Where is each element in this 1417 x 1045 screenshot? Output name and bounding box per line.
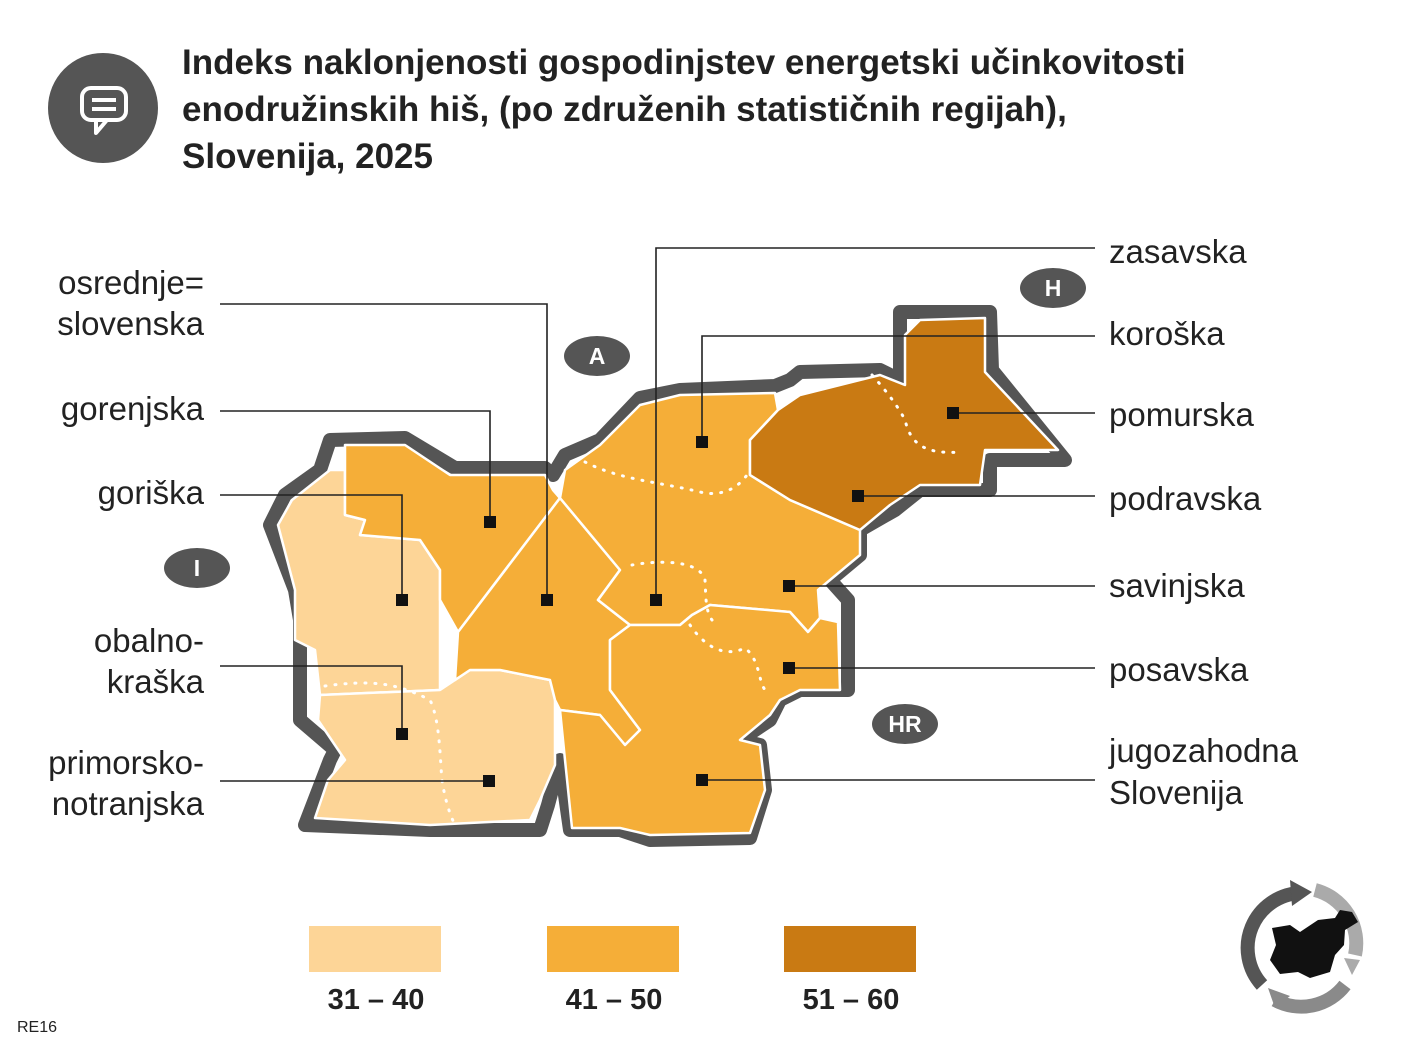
label-pomurska: pomurska — [1109, 396, 1255, 433]
recycle-slovenia-logo — [1240, 880, 1364, 1014]
title-line-3: Slovenija, 2025 — [182, 137, 433, 176]
label-obalnokraska-line2: kraška — [107, 663, 205, 700]
leader-osrednjeslovenska — [220, 303, 548, 600]
label-jugovzhodna-line1: jugozahodna — [1108, 732, 1299, 769]
leader-goriska — [220, 494, 403, 600]
legend-swatch-low — [309, 926, 441, 972]
label-jugovzhodna-line2: Slovenija — [1109, 774, 1244, 811]
label-osrednjeslovenska-line1: osrednje= — [58, 264, 204, 301]
region-koroska-savinjska-zasavska — [558, 391, 862, 634]
label-podravska: podravska — [1109, 480, 1262, 517]
marker-posavska — [783, 662, 795, 674]
marker-koroska — [696, 436, 708, 448]
marker-jugovzhodna — [696, 774, 708, 786]
label-posavska: posavska — [1109, 651, 1249, 688]
border-podravska-pomurska — [870, 373, 962, 454]
marker-pomurska — [947, 407, 959, 419]
label-gorenjska: gorenjska — [61, 390, 205, 427]
legend-swatch-mid — [547, 926, 679, 972]
label-koroska: koroška — [1109, 315, 1225, 352]
label-zasavska: zasavska — [1109, 233, 1247, 270]
country-label-hungary: H — [1045, 275, 1062, 301]
legend-label-low: 31 – 40 — [328, 984, 425, 1016]
country-label-italy: I — [194, 555, 200, 581]
country-label-croatia: HR — [888, 711, 922, 737]
legend-label-high: 51 – 60 — [803, 984, 900, 1016]
border-posavska-jugovzhodna — [688, 623, 767, 692]
marker-primorskonotranjska — [483, 775, 495, 787]
border-obalno-primorsko — [323, 681, 457, 827]
marker-savinjska — [783, 580, 795, 592]
leader-gorenjska — [220, 410, 491, 522]
country-badge-italy: I — [164, 548, 230, 588]
country-badge-hungary: H — [1020, 268, 1086, 308]
marker-zasavska — [650, 594, 662, 606]
title-line-1: Indeks naklonjenosti gospodinjstev energ… — [182, 43, 1186, 82]
region-obalno-primorsko — [313, 668, 557, 827]
country-badge-croatia: HR — [872, 704, 938, 744]
region-gorenjska — [343, 443, 562, 634]
leader-koroska — [701, 335, 1095, 441]
slovenia-outline — [263, 305, 1072, 847]
label-osrednjeslovenska-line2: slovenska — [57, 305, 204, 342]
leader-obalnokraska — [220, 665, 403, 734]
title-line-2: enodružinskih hiš, (po združenih statist… — [182, 90, 1067, 129]
country-badge-austria: A — [564, 336, 630, 376]
label-goriska: goriška — [98, 474, 205, 511]
border-koroska-savinjska — [583, 460, 752, 495]
border-savinjska-zasavska — [630, 560, 714, 622]
marker-obalnokraska — [396, 728, 408, 740]
legend-swatch-high — [784, 926, 916, 972]
label-savinjska: savinjska — [1109, 567, 1245, 604]
marker-goriska — [396, 594, 408, 606]
slovenia-silhouette-icon — [1270, 910, 1358, 978]
marker-gorenjska — [484, 516, 496, 528]
country-label-austria: A — [589, 343, 606, 369]
leader-zasavska — [655, 247, 1095, 600]
marker-podravska — [852, 490, 864, 502]
label-primorskonotranjska-line2: notranjska — [52, 785, 205, 822]
marker-osrednjeslovenska — [541, 594, 553, 606]
label-primorskonotranjska-line1: primorsko- — [48, 744, 204, 781]
region-posavska-jugovzhodna — [558, 603, 842, 837]
legend-label-mid: 41 – 50 — [566, 984, 663, 1016]
comment-icon — [48, 53, 158, 163]
figure-code: RE16 — [17, 1019, 57, 1036]
label-obalnokraska-line1: obalno- — [94, 622, 204, 659]
region-podravska-pomurska — [748, 316, 1060, 532]
